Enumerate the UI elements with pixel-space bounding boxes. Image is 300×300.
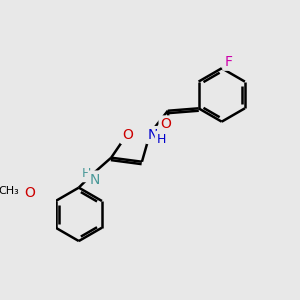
Text: F: F	[224, 55, 232, 69]
Text: O: O	[122, 128, 133, 142]
Text: H: H	[81, 167, 91, 180]
Text: CH₃: CH₃	[0, 186, 19, 196]
Text: O: O	[160, 117, 171, 131]
Text: N: N	[147, 128, 158, 142]
Text: H: H	[157, 133, 166, 146]
Text: N: N	[90, 172, 100, 187]
Text: O: O	[24, 186, 35, 200]
